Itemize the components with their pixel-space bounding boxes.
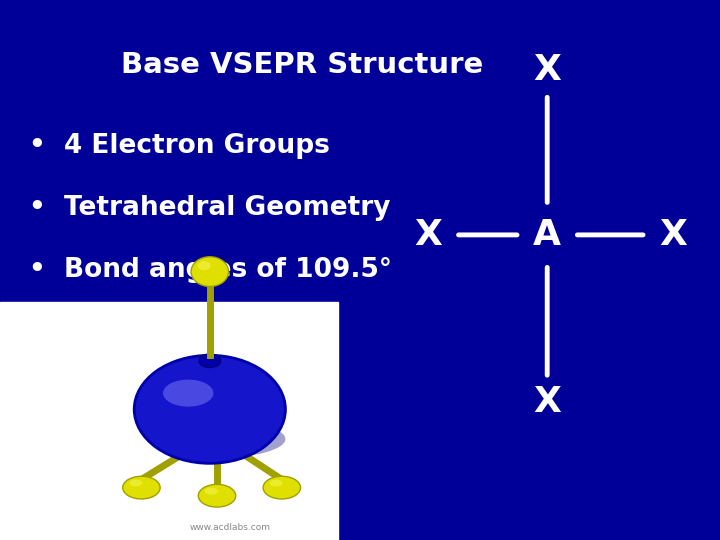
Text: X: X	[534, 386, 561, 419]
Text: X: X	[534, 53, 561, 87]
Ellipse shape	[197, 261, 211, 270]
Ellipse shape	[130, 480, 143, 487]
Ellipse shape	[163, 380, 213, 407]
Text: Base VSEPR Structure: Base VSEPR Structure	[121, 51, 484, 79]
FancyBboxPatch shape	[0, 302, 338, 540]
Ellipse shape	[191, 256, 228, 286]
Text: •  Bond angles of 109.5°: • Bond angles of 109.5°	[29, 257, 392, 283]
Ellipse shape	[263, 476, 300, 499]
Ellipse shape	[205, 488, 218, 495]
Ellipse shape	[122, 476, 160, 499]
Text: •  4 Electron Groups: • 4 Electron Groups	[29, 133, 330, 159]
Ellipse shape	[199, 354, 220, 367]
Ellipse shape	[134, 355, 285, 463]
Ellipse shape	[198, 484, 235, 507]
Text: •  Tetrahedral Geometry: • Tetrahedral Geometry	[29, 195, 390, 221]
Text: www.acdlabs.com: www.acdlabs.com	[189, 523, 271, 532]
Text: X: X	[660, 218, 687, 252]
Text: X: X	[415, 218, 442, 252]
Ellipse shape	[269, 480, 283, 487]
Text: A: A	[534, 218, 561, 252]
Ellipse shape	[148, 420, 285, 458]
